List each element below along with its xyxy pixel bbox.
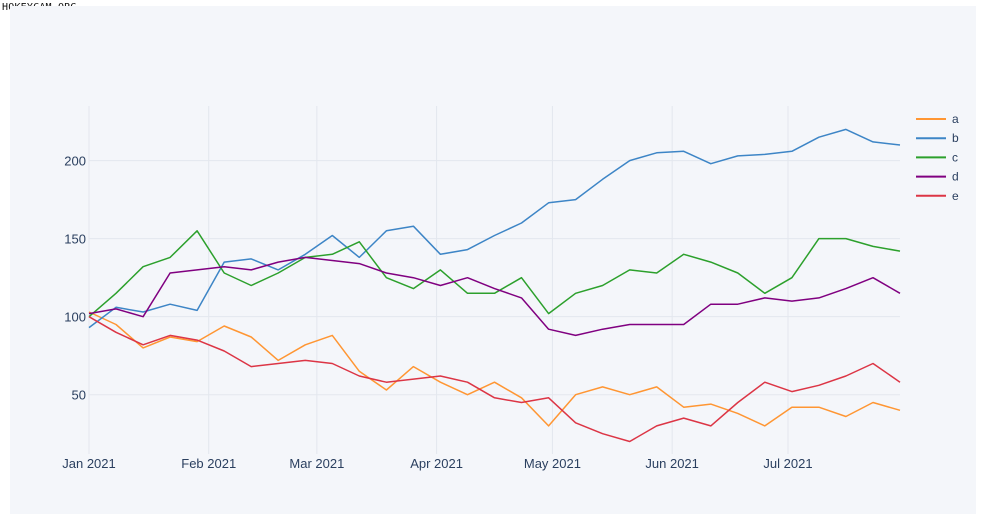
legend-label: d bbox=[952, 170, 959, 184]
x-axis: Jan 2021 Feb 2021 Mar 2021 Apr 2021 May 2021… bbox=[62, 456, 812, 471]
line-chart: Jan 2021 Feb 2021 Mar 2021 Apr 2021 May 2021… bbox=[62, 106, 959, 471]
y-tick-label: 150 bbox=[64, 232, 86, 247]
y-tick-label: 100 bbox=[64, 310, 86, 325]
x-tick-label: Mar 2021 bbox=[289, 456, 344, 471]
series-line-c[interactable] bbox=[88, 230, 901, 318]
y-tick-label: 200 bbox=[64, 154, 86, 169]
legend-item-a[interactable]: a bbox=[916, 112, 959, 126]
y-axis: 50 100 150 200 bbox=[64, 154, 86, 403]
legend-item-e[interactable]: e bbox=[916, 189, 959, 203]
chart-panel: Jan 2021 Feb 2021 Mar 2021 Apr 2021 May 2021… bbox=[10, 6, 976, 514]
legend-label: b bbox=[952, 131, 959, 145]
legend-label: a bbox=[952, 112, 959, 126]
series-line-d[interactable] bbox=[88, 256, 901, 337]
series-line-e[interactable] bbox=[88, 316, 901, 443]
x-tick-label: Feb 2021 bbox=[181, 456, 236, 471]
gridlines bbox=[88, 106, 900, 454]
x-tick-label: May 2021 bbox=[524, 456, 581, 471]
x-tick-label: Jul 2021 bbox=[763, 456, 812, 471]
series-line-a[interactable] bbox=[88, 311, 901, 427]
y-tick-label: 50 bbox=[72, 388, 86, 403]
legend-label: e bbox=[952, 189, 959, 203]
legend-item-d[interactable]: d bbox=[916, 170, 959, 184]
series-line-b[interactable] bbox=[88, 128, 901, 329]
x-tick-label: Apr 2021 bbox=[410, 456, 463, 471]
x-tick-label: Jun 2021 bbox=[645, 456, 699, 471]
series-lines bbox=[88, 128, 901, 443]
legend-item-c[interactable]: c bbox=[916, 150, 958, 164]
legend-label: c bbox=[952, 150, 958, 164]
legend-item-b[interactable]: b bbox=[916, 131, 959, 145]
x-tick-label: Jan 2021 bbox=[62, 456, 116, 471]
